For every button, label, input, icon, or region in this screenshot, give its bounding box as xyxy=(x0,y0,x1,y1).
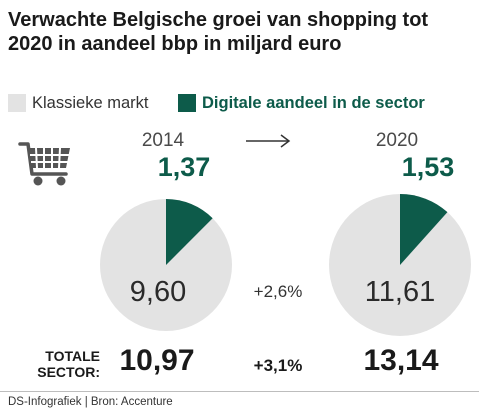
classic-value-2020: 11,61 xyxy=(364,276,436,308)
total-sector-label: TOTALE SECTOR: xyxy=(37,348,100,380)
total-value-2014: 10,97 xyxy=(119,344,195,377)
legend-label-digital: Digitale aandeel in de sector xyxy=(202,94,425,112)
year-label-2014: 2014 xyxy=(141,130,185,151)
total-growth-label: +3,1% xyxy=(253,356,303,375)
total-value-2020: 13,14 xyxy=(363,344,439,377)
growth-label: +2,6% xyxy=(253,282,303,301)
right-arrow-icon xyxy=(246,134,291,148)
pie-digital-slice-2020 xyxy=(400,194,448,265)
year-label-2020: 2020 xyxy=(375,130,419,151)
classic-value-2014: 9,60 xyxy=(129,276,187,308)
legend-swatch-classic xyxy=(8,94,26,112)
digital-value-2014: 1,37 xyxy=(157,152,211,182)
legend-swatch-digital xyxy=(178,94,196,112)
digital-value-2020: 1,53 xyxy=(401,152,455,182)
pie-digital-slice-2014 xyxy=(166,199,213,265)
source-note: DS-Infografiek | Bron: Accenture xyxy=(8,396,173,408)
footer-divider xyxy=(0,391,479,392)
legend-label-classic: Klassieke markt xyxy=(32,94,149,112)
shopping-cart-icon xyxy=(18,142,70,186)
chart-title: Verwachte Belgische groei van shopping t… xyxy=(8,9,429,55)
